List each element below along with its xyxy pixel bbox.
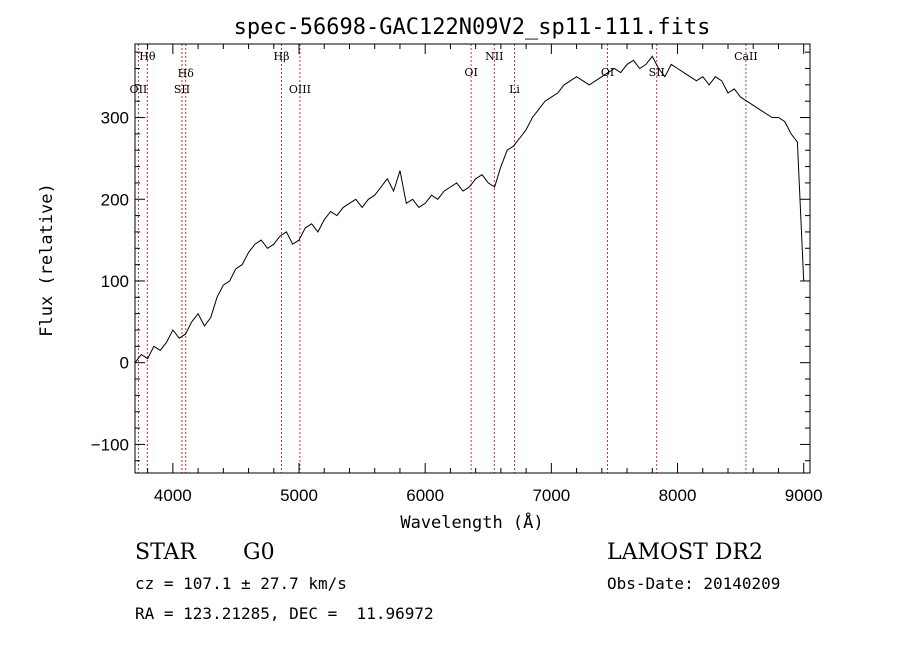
x-axis-label: Wavelength (Å)	[400, 511, 543, 533]
x-tick-label: 6000	[406, 486, 444, 505]
emission-line-label: Hδ	[178, 67, 195, 80]
x-tick-label: 5000	[280, 486, 318, 505]
y-tick-label: 100	[101, 272, 129, 291]
y-tick-label: 0	[120, 354, 129, 373]
x-tick-label: 9000	[785, 486, 823, 505]
x-axis-ticks: 4000 5000 6000 7000 8000 9000	[147, 44, 823, 505]
emission-line-label: NII	[485, 50, 503, 63]
spectrum-line	[134, 55, 805, 364]
y-tick-label: 300	[101, 109, 129, 128]
chart-title: spec-56698-GAC122N09V2_sp11-111.fits	[234, 15, 711, 40]
x-tick-label: 4000	[154, 486, 192, 505]
plot-frame	[134, 43, 811, 474]
emission-line-label: Hβ	[274, 50, 290, 63]
redshift-text: cz = 107.1 ± 27.7 km/s	[135, 574, 347, 593]
emission-line-label: OI	[464, 66, 477, 79]
y-tick-label: −100	[91, 435, 129, 454]
x-tick-label: 8000	[659, 486, 697, 505]
emission-line-label: CaII	[734, 50, 758, 63]
y-axis-label: Flux (relative)	[37, 183, 57, 337]
emission-line-label: SII	[174, 83, 190, 96]
x-tick-label: 7000	[532, 486, 570, 505]
y-tick-label: 200	[101, 190, 129, 209]
obs-date-text: Obs-Date: 20140209	[607, 574, 781, 593]
survey-name: LAMOST DR2	[607, 540, 763, 565]
coords-text: RA = 123.21285, DEC = 11.96972	[135, 604, 434, 623]
emission-line-label: OII	[130, 83, 148, 96]
object-subclass: G0	[243, 540, 275, 565]
emission-line-label: OIII	[289, 83, 311, 96]
object-class: STAR	[135, 540, 196, 565]
emission-line-markers	[137, 44, 747, 473]
emission-line-label: Hθ	[139, 50, 156, 63]
emission-line-label: Li	[509, 83, 520, 96]
emission-line-label: SII	[649, 66, 665, 79]
y-axis-ticks: −100 0 100 200 300	[91, 51, 810, 462]
